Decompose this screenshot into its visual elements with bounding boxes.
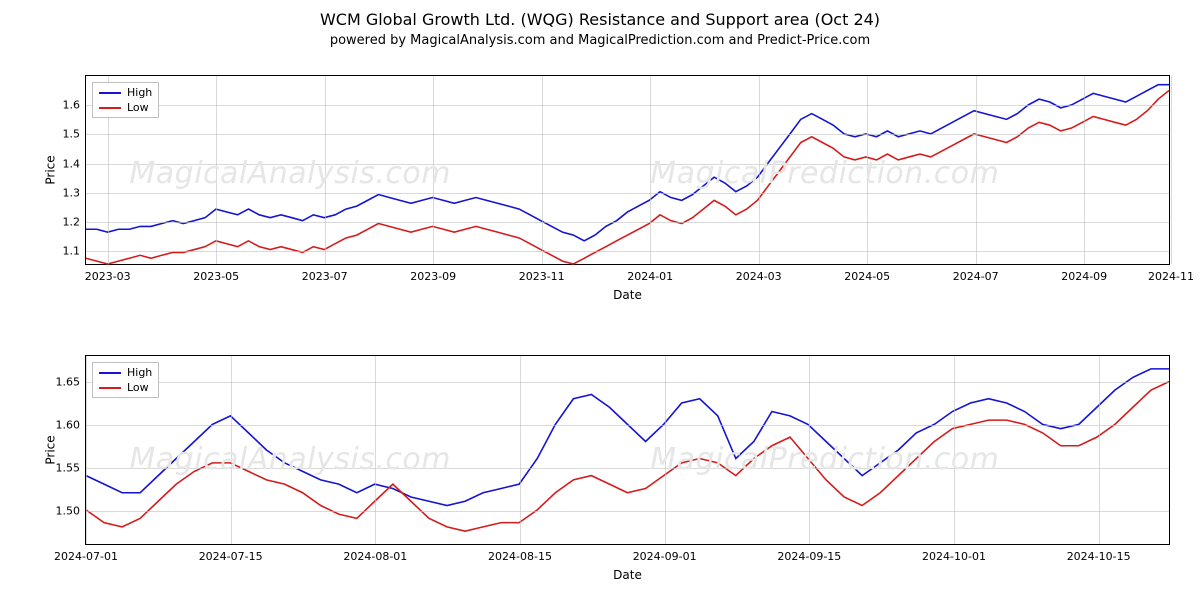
gridline-x	[809, 356, 810, 544]
gridline-x	[650, 76, 651, 264]
chart-subtitle: powered by MagicalAnalysis.com and Magic…	[0, 29, 1200, 48]
series-line	[86, 90, 1169, 264]
legend-row-low: Low	[99, 380, 152, 395]
gridline-y	[86, 251, 1169, 252]
gridline-x	[665, 356, 666, 544]
gridline-y	[86, 382, 1169, 383]
gridline-x	[1171, 76, 1172, 264]
axis-label-y-top: Price	[44, 155, 58, 184]
gridline-x	[954, 356, 955, 544]
ytick-label: 1.1	[63, 245, 87, 258]
gridline-x	[976, 76, 977, 264]
xtick-label: 2023-03	[85, 264, 131, 283]
legend-label-low: Low	[127, 381, 149, 394]
gridline-y	[86, 164, 1169, 165]
gridline-y	[86, 105, 1169, 106]
legend-bottom: High Low	[92, 362, 159, 398]
xtick-label: 2023-09	[410, 264, 456, 283]
legend-swatch-low	[99, 107, 121, 109]
xtick-label: 2024-10-15	[1067, 544, 1131, 563]
gridline-x	[1099, 356, 1100, 544]
xtick-label: 2024-07	[953, 264, 999, 283]
gridline-y	[86, 134, 1169, 135]
xtick-label: 2024-11	[1148, 264, 1194, 283]
xtick-label: 2024-07-01	[54, 544, 118, 563]
ytick-label: 1.5	[63, 128, 87, 141]
ytick-label: 1.50	[56, 505, 87, 518]
xtick-label: 2024-05	[844, 264, 890, 283]
gridline-x	[520, 356, 521, 544]
ytick-label: 1.55	[56, 462, 87, 475]
legend-swatch-high	[99, 372, 121, 374]
gridline-x	[375, 356, 376, 544]
gridline-x	[86, 356, 87, 544]
gridline-x	[231, 356, 232, 544]
xtick-label: 2024-08-01	[343, 544, 407, 563]
xtick-label: 2023-05	[193, 264, 239, 283]
chart-title: WCM Global Growth Ltd. (WQG) Resistance …	[0, 0, 1200, 29]
ytick-label: 1.6	[63, 99, 87, 112]
xtick-label: 2024-03	[736, 264, 782, 283]
gridline-y	[86, 468, 1169, 469]
legend-row-high: High	[99, 85, 152, 100]
series-line	[86, 382, 1169, 532]
legend-label-low: Low	[127, 101, 149, 114]
xtick-label: 2024-09-01	[633, 544, 697, 563]
gridline-x	[867, 76, 868, 264]
ytick-label: 1.4	[63, 157, 87, 170]
gridline-y	[86, 511, 1169, 512]
gridline-x	[216, 76, 217, 264]
xtick-label: 2024-09-15	[777, 544, 841, 563]
xtick-label: 2024-07-15	[199, 544, 263, 563]
legend-label-high: High	[127, 366, 152, 379]
chart-top: Price Date 1.11.21.31.41.51.62023-032023…	[85, 75, 1170, 265]
legend-row-high: High	[99, 365, 152, 380]
series-line	[86, 369, 1169, 506]
gridline-x	[1084, 76, 1085, 264]
gridline-x	[542, 76, 543, 264]
gridline-x	[433, 76, 434, 264]
series-svg-bottom	[86, 356, 1169, 544]
legend-swatch-low	[99, 387, 121, 389]
xtick-label: 2024-08-15	[488, 544, 552, 563]
gridline-y	[86, 193, 1169, 194]
series-svg-top	[86, 76, 1169, 264]
xtick-label: 2023-07	[302, 264, 348, 283]
xtick-label: 2024-10-01	[922, 544, 986, 563]
xtick-label: 2023-11	[519, 264, 565, 283]
legend-row-low: Low	[99, 100, 152, 115]
legend-top: High Low	[92, 82, 159, 118]
axis-label-y-bottom: Price	[44, 435, 58, 464]
xtick-label: 2024-09	[1061, 264, 1107, 283]
legend-swatch-high	[99, 92, 121, 94]
axis-label-x-top: Date	[613, 288, 642, 302]
ytick-label: 1.60	[56, 419, 87, 432]
ytick-label: 1.2	[63, 216, 87, 229]
gridline-y	[86, 425, 1169, 426]
gridline-y	[86, 222, 1169, 223]
gridline-x	[759, 76, 760, 264]
ytick-label: 1.3	[63, 186, 87, 199]
ytick-label: 1.65	[56, 375, 87, 388]
chart-bottom: Price Date 1.501.551.601.652024-07-01202…	[85, 355, 1170, 545]
gridline-x	[325, 76, 326, 264]
legend-label-high: High	[127, 86, 152, 99]
axis-label-x-bottom: Date	[613, 568, 642, 582]
xtick-label: 2024-01	[627, 264, 673, 283]
